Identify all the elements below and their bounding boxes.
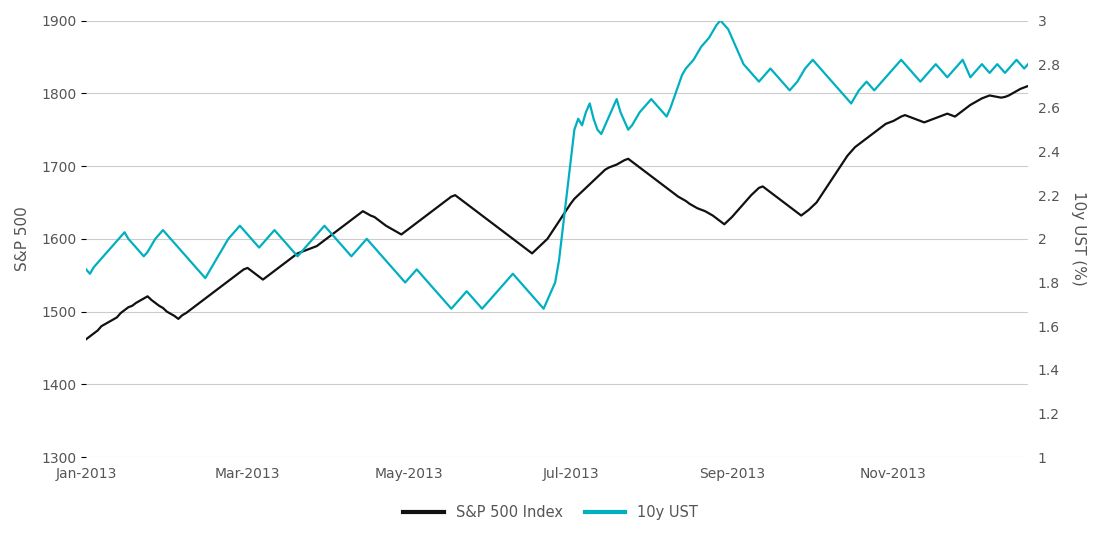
- Y-axis label: S&P 500: S&P 500: [15, 206, 30, 271]
- Legend: S&P 500 Index, 10y UST: S&P 500 Index, 10y UST: [397, 500, 704, 526]
- Y-axis label: 10y UST (%): 10y UST (%): [1071, 191, 1086, 286]
